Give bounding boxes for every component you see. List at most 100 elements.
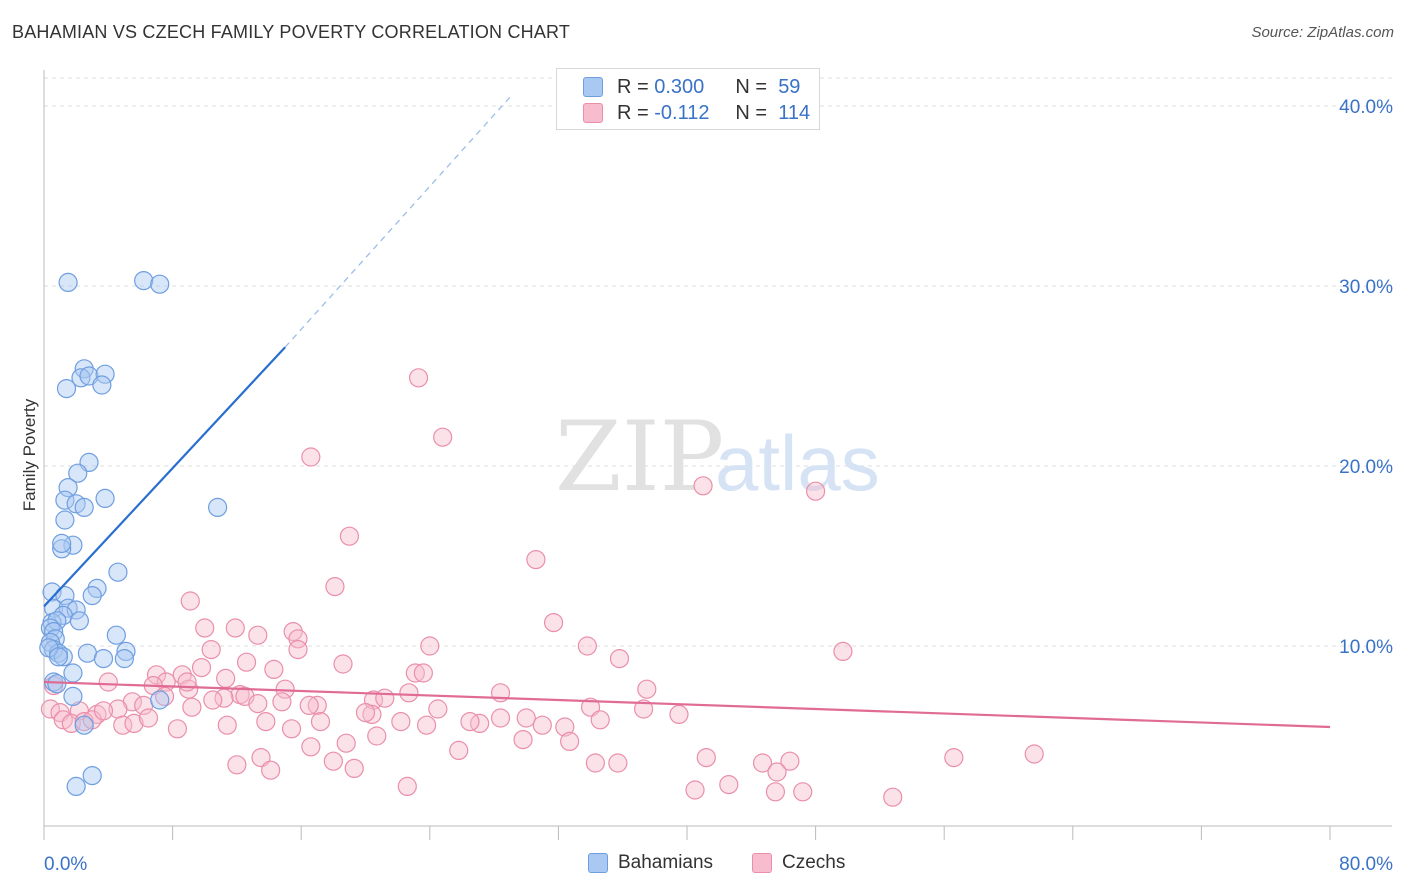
watermark: ZIP atlas [555,401,880,513]
czechs-point [98,672,118,692]
czechs-point [526,549,546,570]
bahamians-point [53,647,73,667]
bahamians-point [208,497,228,517]
czechs-point [685,780,705,800]
czechs-point [167,719,188,739]
bahamians-point [93,648,114,669]
legend-item-czechs[interactable]: Czechs [752,852,845,874]
czechs-point [288,629,308,649]
czechs-point [339,526,360,546]
czechs-point [216,668,236,689]
bahamians-point [52,539,72,559]
czechs-point [805,481,826,501]
czechs-point [310,711,331,732]
bahamians-point [44,598,64,618]
y-tick-label: 20.0% [1339,457,1393,478]
y-tick-label: 40.0% [1339,97,1393,118]
bahamians-point [114,648,134,669]
czechs-point [944,747,964,768]
bahamians-point [58,478,78,498]
czechs-point [719,774,739,795]
bahamians-point [77,643,98,663]
bahamians-legend-label: Bahamians [618,852,714,873]
legend-item-bahamians[interactable]: Bahamians [588,852,713,874]
czechs-trend-line [43,680,1331,729]
x-tick-label: 0.0% [44,854,87,875]
bahamians-point [92,375,112,395]
czechs-point [248,693,268,714]
czechs-point [780,751,800,771]
bahamians-point [95,364,115,384]
czechs-point [138,708,159,728]
bahamians-trend-extension [284,96,511,348]
source-label: Source: ZipAtlas.com [1251,24,1394,41]
czechs-point [532,715,552,735]
czechs-point [217,715,237,735]
czechs-point [399,683,419,703]
czechs-point [577,636,597,656]
czechs-point [1024,744,1044,764]
bahamians-point [134,271,154,291]
czechs-point [195,618,215,638]
bahamians-point [74,497,94,517]
czechs-point [333,654,353,674]
czechs-point [637,679,657,699]
bahamians-trend-line [43,346,286,608]
bahamians-point [52,533,72,554]
czechs-point [146,665,167,685]
czechs-point [752,753,773,773]
czechs-point [288,639,308,660]
czechs-point [367,726,387,746]
czechs-point [609,648,630,669]
czechs-point [408,368,429,388]
r-value: -0.112 [654,101,710,124]
czechs-point [420,636,440,656]
czechs-point [793,782,813,802]
czechs-point [261,760,281,780]
bahamians-swatch [583,77,603,97]
czechs-point [362,704,382,725]
czechs-point [585,753,605,773]
czechs-point [765,782,786,802]
czechs-point [323,751,343,771]
czechs-point [272,692,292,712]
n-value: 59 [778,75,801,98]
czechs-point [375,688,395,708]
czechs-point [590,710,610,730]
czechs-point [397,776,417,797]
bahamians-point [58,272,78,292]
bahamians-point [48,647,69,667]
bahamians-point [71,368,91,388]
czechs-point [180,591,200,611]
bahamians-point [63,663,83,683]
czechs-points [40,368,1044,807]
czechs-point [299,695,319,716]
czechs-point [281,719,302,739]
n-label: N = [735,75,768,98]
bahamians-point [95,488,115,508]
bahamians-point [82,765,102,786]
czechs-point [225,618,245,638]
bahamians-point [55,585,75,606]
gridlines [44,77,1392,647]
czechs-point [301,447,321,467]
watermark-zip: ZIP [555,401,724,513]
czechs-point [516,708,536,728]
bahamians-point [68,463,88,483]
czechs-point [405,663,425,683]
axis-labels: 10.0% 20.0% 30.0% 40.0% 0.0% 80.0% Family Pove… [20,97,1393,875]
czechs-point [696,747,716,768]
r-value: 0.300 [654,75,705,98]
bahamians-point [56,379,77,399]
czechs-point [264,659,284,680]
czechs-point [93,701,114,721]
czechs-point [416,715,437,735]
czechs-point [236,652,257,672]
czechs-point [191,657,212,678]
czechs-point [433,427,453,447]
n-value: 114 [778,101,811,124]
bahamians-point [47,674,67,694]
bahamians-point [55,510,75,530]
czechs-point [248,625,268,645]
